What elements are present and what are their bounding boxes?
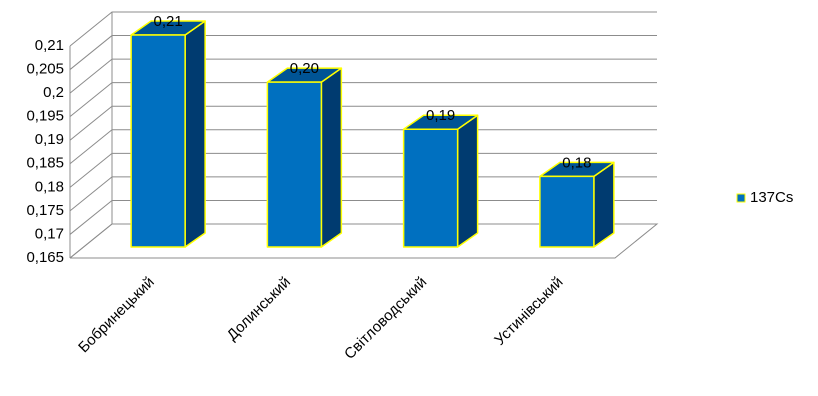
y-tick-label: 0,18 <box>35 178 64 195</box>
data-label: 0,21 <box>154 13 183 30</box>
data-label: 0,20 <box>290 60 319 77</box>
bar <box>266 67 343 248</box>
legend-swatch <box>736 193 746 203</box>
bar-side <box>184 20 206 248</box>
grid-line <box>69 35 657 70</box>
bar-side <box>456 114 479 248</box>
data-label: 0,18 <box>562 154 591 171</box>
grid-line <box>69 58 657 94</box>
x-tick-label: Долинський <box>224 274 294 344</box>
bar-front <box>130 34 186 248</box>
x-tick-label: Світловодський <box>341 274 430 363</box>
bar-front <box>402 128 459 248</box>
x-tick-label: Устинівський <box>491 274 566 349</box>
grid-line <box>69 11 657 47</box>
data-label: 0,19 <box>426 107 455 124</box>
y-tick-label: 0,165 <box>26 249 64 266</box>
x-tick-label: Бобринецький <box>75 274 158 357</box>
y-tick-label: 0,19 <box>35 131 64 148</box>
grid-line <box>69 82 657 118</box>
bar-side <box>320 67 343 248</box>
bar <box>130 20 206 248</box>
grid-line <box>69 105 657 141</box>
legend-label: 137Cs <box>750 189 793 206</box>
bar-front <box>266 81 323 248</box>
bar-front <box>539 175 595 248</box>
bar <box>539 161 615 248</box>
y-tick-label: 0,205 <box>26 61 64 78</box>
y-tick-label: 0,17 <box>35 225 64 242</box>
y-tick-label: 0,175 <box>26 202 64 219</box>
y-tick-label: 0,195 <box>26 108 64 125</box>
y-tick-label: 0,185 <box>26 155 64 172</box>
bar <box>402 114 479 248</box>
y-tick-label: 0,21 <box>35 37 64 54</box>
y-tick-label: 0,2 <box>43 84 64 101</box>
